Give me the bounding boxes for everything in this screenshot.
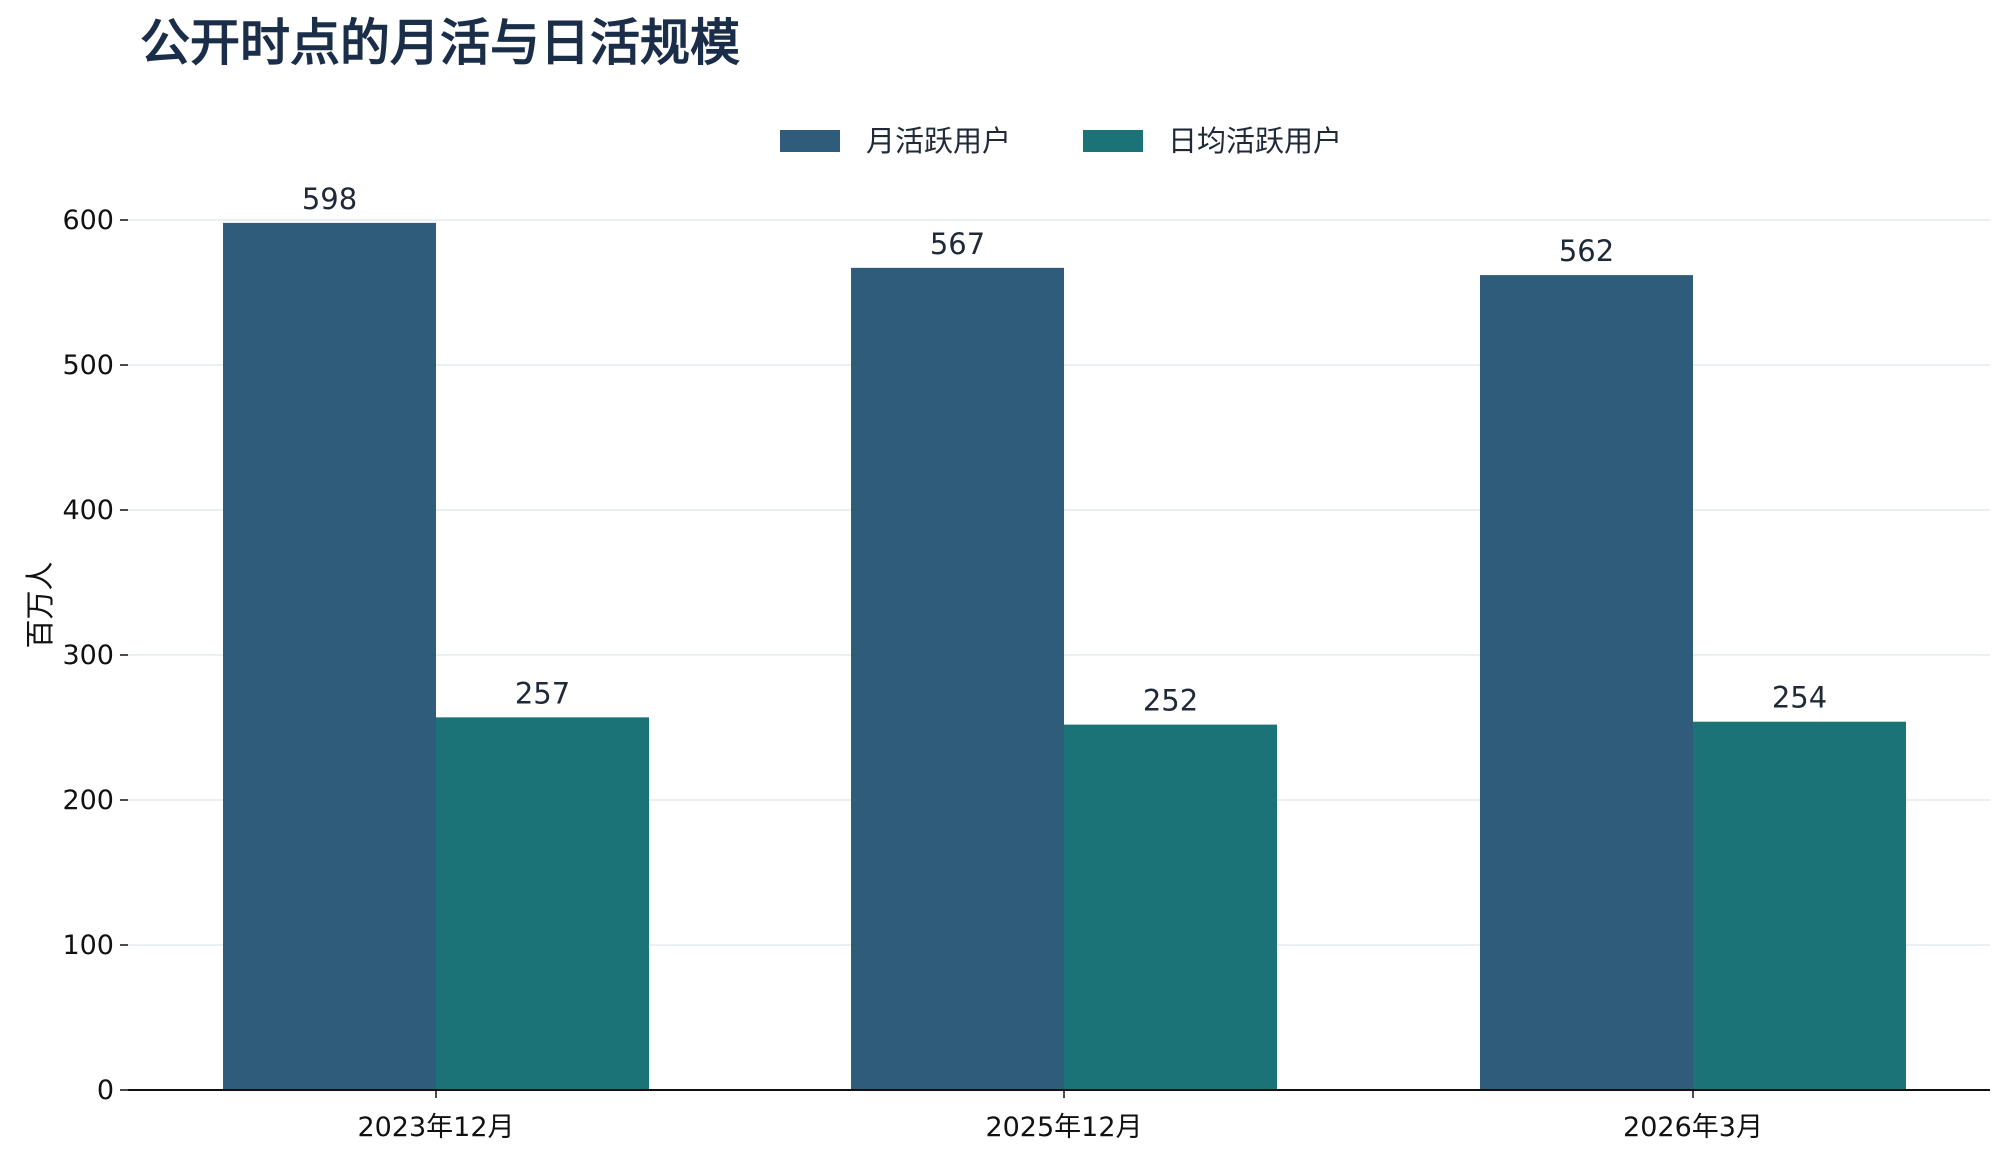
bar-value-label: 562 (1559, 234, 1614, 268)
bar-dau (436, 717, 649, 1090)
legend-label: 日均活跃用户 (1168, 124, 1342, 158)
y-axis-label: 百万人 (23, 561, 57, 648)
x-tick-label: 2026年3月 (1623, 1112, 1763, 1143)
y-tick-label: 500 (62, 350, 114, 381)
bar-mau (851, 267, 1064, 1091)
bar-value-label: 567 (930, 227, 985, 261)
bars (223, 222, 1906, 1091)
y-tick-label: 200 (62, 785, 114, 816)
y-tick-label: 400 (62, 495, 114, 526)
y-tick-label: 600 (62, 205, 114, 236)
x-tick-label: 2025年12月 (985, 1112, 1142, 1143)
legend-swatch (1083, 130, 1143, 152)
bar-dau (1064, 724, 1277, 1090)
y-tick-label: 100 (62, 930, 114, 961)
legend: 月活跃用户 日均活跃用户 (780, 124, 1342, 158)
bar-value-label: 252 (1143, 684, 1198, 718)
legend-item-mau: 月活跃用户 (780, 124, 1011, 158)
y-tick-label: 0 (97, 1075, 114, 1106)
bar-value-label: 257 (515, 676, 570, 710)
x-tick-label: 2023年12月 (357, 1112, 514, 1143)
bar-value-label: 598 (302, 182, 357, 216)
value-labels: 598 567 562 257 252 254 (302, 182, 1827, 718)
legend-swatch (780, 130, 840, 152)
y-tick-label: 300 (62, 640, 114, 671)
bar-mau (223, 222, 436, 1090)
legend-item-dau: 日均活跃用户 (1083, 124, 1342, 158)
bar-mau (1480, 275, 1693, 1091)
bar-value-label: 254 (1772, 681, 1827, 715)
bar-dau (1693, 721, 1906, 1090)
chart-title: 公开时点的月活与日活规模 (140, 14, 740, 72)
axes: 0 100 200 300 400 500 600 2023年12月 2025年12月 2026年… (62, 205, 1990, 1143)
legend-label: 月活跃用户 (866, 124, 1011, 158)
